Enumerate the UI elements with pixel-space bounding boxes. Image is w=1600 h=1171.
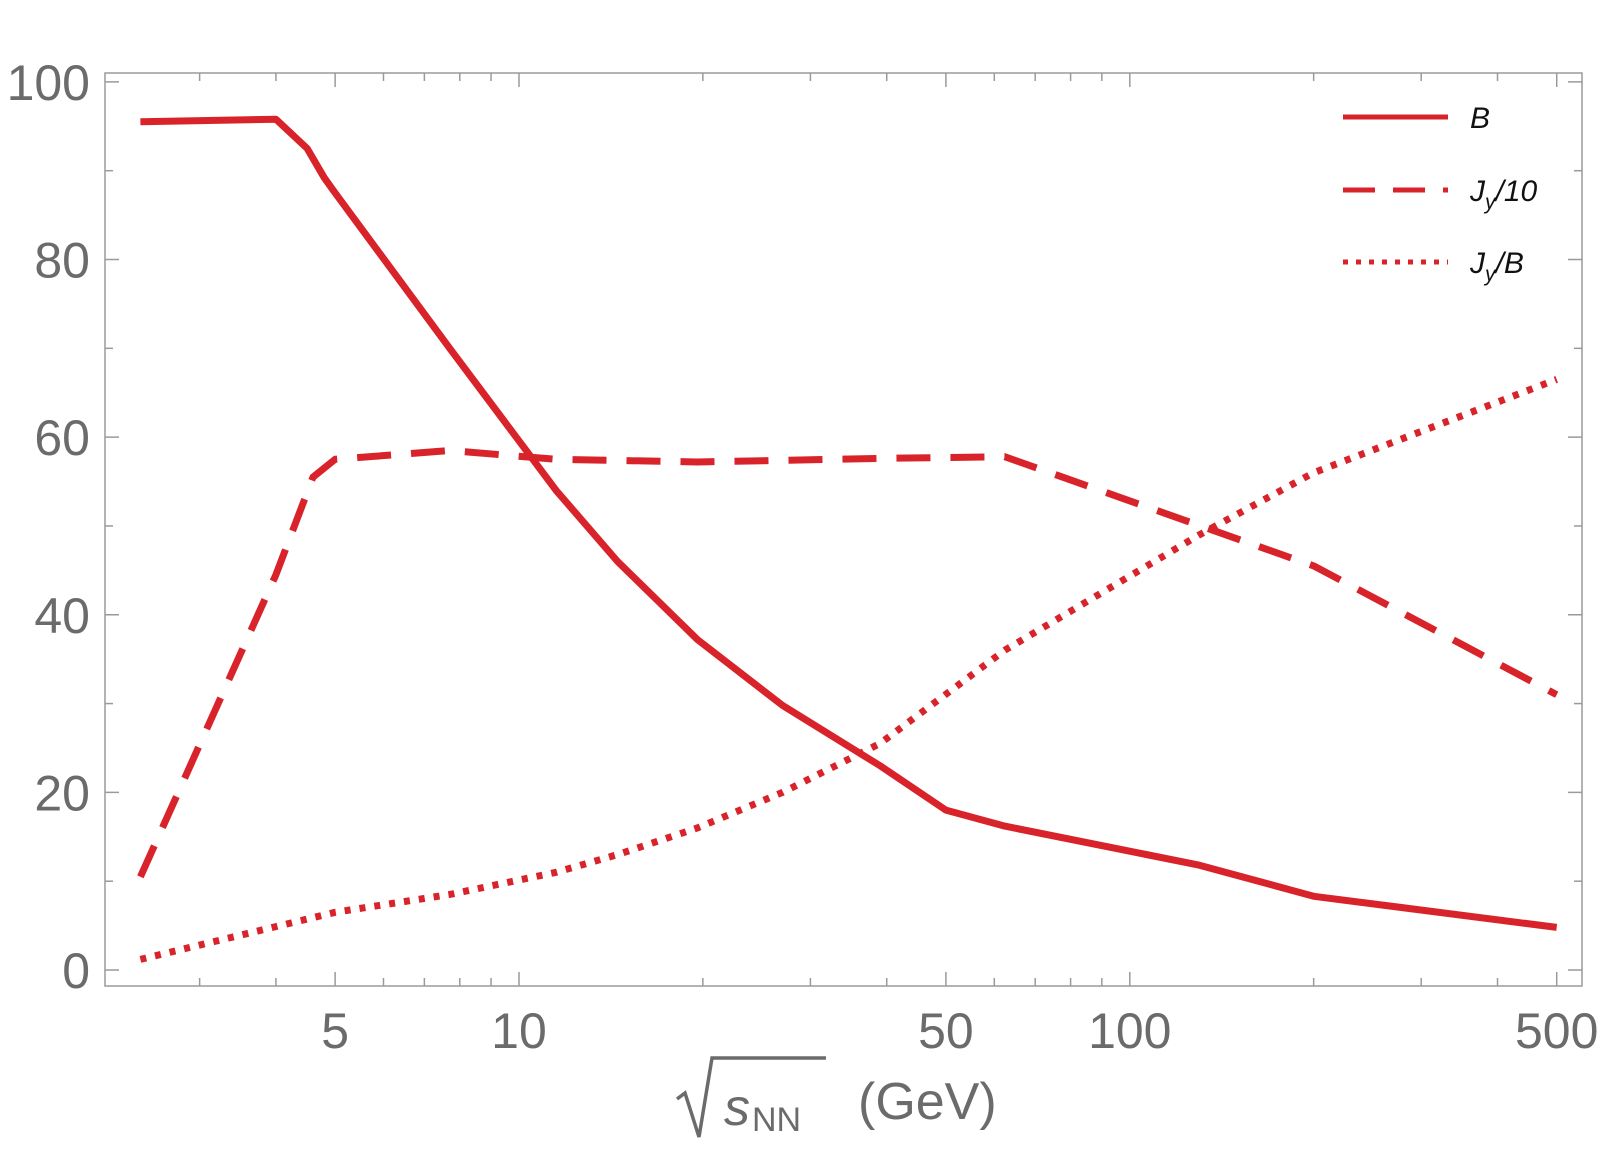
svg-text:sNN: sNN [724, 1079, 801, 1139]
legend: B Jy/10 Jy/B [1343, 102, 1538, 286]
x-tick-label: 5 [321, 1003, 349, 1059]
series-line-jy-b [139, 376, 1558, 963]
x-tick-label: 500 [1515, 1003, 1598, 1059]
series-line-jy-10 [137, 447, 1559, 879]
y-tick-label: 60 [34, 410, 90, 466]
y-tick-label: 0 [62, 943, 90, 999]
major-ticks-group: 5 10 50 100 500 [321, 73, 1598, 1059]
plot-frame [104, 72, 1583, 987]
x-axis-subscript: NN [752, 1101, 801, 1139]
y-tick-label: 40 [34, 588, 90, 644]
y-ticks-group: 0 20 40 60 80 100 [7, 55, 1582, 999]
x-tick-label: 10 [491, 1003, 547, 1059]
x-axis-symbol: s [724, 1079, 750, 1137]
series-line-b [140, 115, 1558, 931]
x-axis-title: sNN (GeV) [675, 1056, 997, 1139]
series-group [137, 115, 1559, 963]
legend-label: Jy/10 [1469, 175, 1538, 214]
x-tick-label: 100 [1088, 1003, 1171, 1059]
x-tick-label: 50 [918, 1003, 974, 1059]
sqrt-sign-icon [675, 1056, 826, 1138]
x-axis-unit: (GeV) [858, 1073, 997, 1131]
y-tick-label: 80 [34, 233, 90, 289]
legend-label: Jy/B [1469, 247, 1524, 286]
y-tick-label: 20 [34, 765, 90, 821]
legend-label: B [1470, 102, 1490, 135]
y-tick-label: 100 [7, 55, 90, 111]
minor-ticks-group [198, 73, 1499, 986]
